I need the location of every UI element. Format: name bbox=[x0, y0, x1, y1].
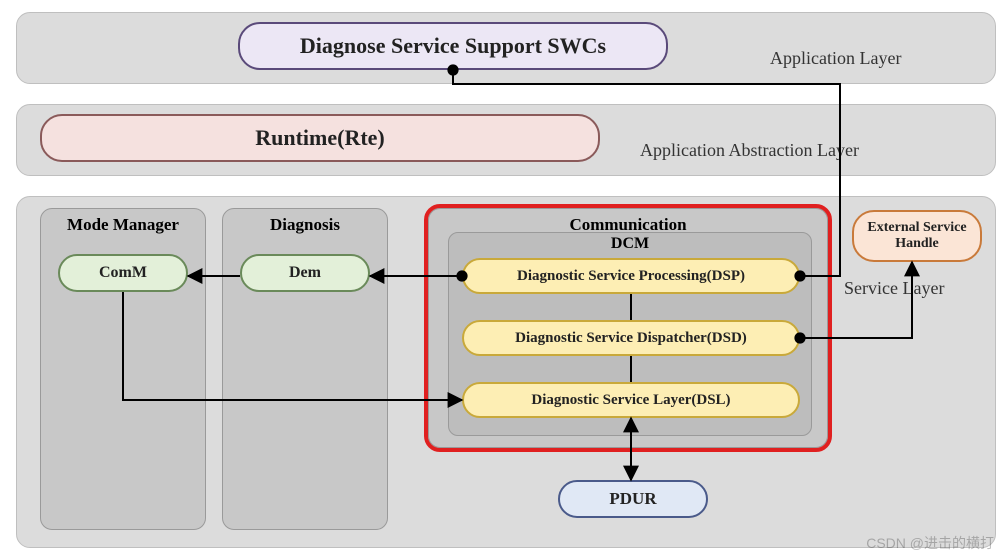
pdur-box: PDUR bbox=[558, 480, 708, 518]
dcm-title: DCM bbox=[449, 235, 811, 253]
dsp-box: Diagnostic Service Processing(DSP) bbox=[462, 258, 800, 294]
diagnosis-title: Diagnosis bbox=[223, 215, 387, 235]
external-service-box: External Service Handle bbox=[852, 210, 982, 262]
external-service-label: External Service Handle bbox=[854, 220, 980, 252]
swcs-box: Diagnose Service Support SWCs bbox=[238, 22, 668, 70]
comm-label: ComM bbox=[99, 264, 147, 282]
mode-manager-title: Mode Manager bbox=[41, 215, 205, 235]
dsd-label: Diagnostic Service Dispatcher(DSD) bbox=[515, 330, 747, 347]
dsl-box: Diagnostic Service Layer(DSL) bbox=[462, 382, 800, 418]
dsd-box: Diagnostic Service Dispatcher(DSD) bbox=[462, 320, 800, 356]
service-layer-label: Service Layer bbox=[844, 278, 944, 299]
rte-label: Runtime(Rte) bbox=[255, 125, 385, 151]
dsp-label: Diagnostic Service Processing(DSP) bbox=[517, 268, 745, 285]
rte-box: Runtime(Rte) bbox=[40, 114, 600, 162]
comm-box: ComM bbox=[58, 254, 188, 292]
application-layer-label: Application Layer bbox=[770, 48, 901, 69]
pdur-label: PDUR bbox=[609, 489, 656, 509]
dsl-label: Diagnostic Service Layer(DSL) bbox=[531, 392, 730, 409]
dem-label: Dem bbox=[289, 264, 321, 282]
swcs-label: Diagnose Service Support SWCs bbox=[300, 33, 606, 59]
application-abstraction-layer-label: Application Abstraction Layer bbox=[640, 140, 859, 161]
dem-box: Dem bbox=[240, 254, 370, 292]
watermark: CSDN @进击的横打 bbox=[866, 533, 994, 553]
